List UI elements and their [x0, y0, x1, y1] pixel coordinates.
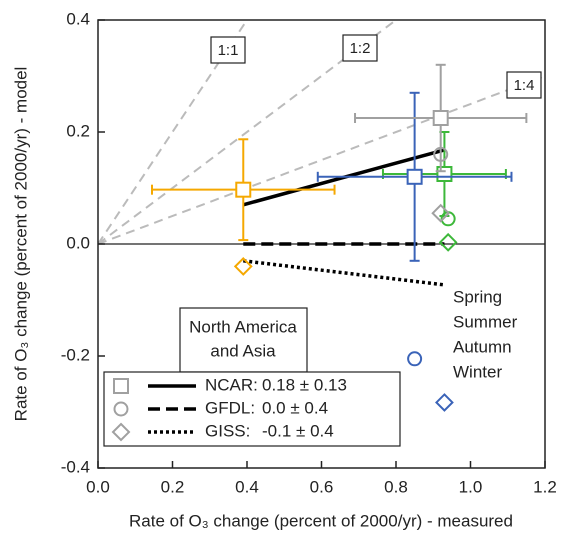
x-tick-label: 0.6: [310, 477, 334, 496]
season-legend-entry: Winter: [453, 362, 502, 381]
point: [435, 393, 454, 412]
y-tick-label: 0.4: [66, 9, 90, 28]
x-tick-label: 0.2: [161, 477, 185, 496]
reference-line: [98, 20, 249, 245]
legend-fit: 0.18 ± 0.13: [262, 375, 347, 394]
y-axis-label: Rate of O₃ change (percent of 2000/yr) -…: [11, 67, 30, 422]
x-tick-label: 0.8: [384, 477, 408, 496]
point: [407, 351, 423, 367]
season-legend-entry: Summer: [453, 312, 518, 331]
point: [406, 168, 423, 185]
x-axis-label: Rate of O₃ change (percent of 2000/yr) -…: [129, 511, 513, 530]
reference-line: [98, 75, 545, 245]
y-tick-label: -0.2: [61, 345, 90, 364]
point: [432, 110, 449, 126]
fit-line: [243, 259, 445, 287]
y-tick-label: -0.4: [61, 457, 90, 476]
legend-label: GISS:: [205, 421, 250, 440]
point: [431, 203, 451, 223]
point: [433, 146, 449, 162]
x-tick-label: 1.0: [459, 477, 483, 496]
legend-fit: -0.1 ± 0.4: [262, 421, 334, 440]
legend-marker: [113, 401, 129, 417]
region-box: [179, 307, 308, 373]
reference-label-box: [210, 36, 246, 64]
x-tick-label: 0.4: [235, 477, 259, 496]
legend-label: GFDL:: [205, 398, 255, 417]
point: [235, 181, 252, 198]
y-tick-label: 0.2: [66, 121, 90, 140]
region-label: North America: [189, 317, 297, 336]
season-legend-entry: Autumn: [453, 337, 512, 356]
x-tick-label: 0.0: [86, 477, 110, 496]
reference-label: 1:2: [350, 40, 371, 57]
point: [438, 232, 458, 252]
legend-marker: [113, 378, 129, 394]
reference-line: [98, 20, 398, 245]
y-tick-label: 0.0: [66, 233, 90, 252]
reference-label: 1:4: [514, 77, 535, 94]
legend-marker: [111, 422, 131, 442]
season-legend-entry: Spring: [453, 287, 502, 306]
point: [436, 166, 453, 182]
region-label: and Asia: [210, 341, 276, 360]
legend-fit: 0.0 ± 0.4: [262, 398, 328, 417]
reference-label: 1:1: [218, 42, 239, 59]
reference-label-box: [506, 71, 542, 99]
reference-label-box: [342, 34, 378, 62]
legend-label: NCAR:: [205, 375, 258, 394]
point: [233, 256, 253, 276]
x-tick-label: 1.2: [533, 477, 557, 496]
